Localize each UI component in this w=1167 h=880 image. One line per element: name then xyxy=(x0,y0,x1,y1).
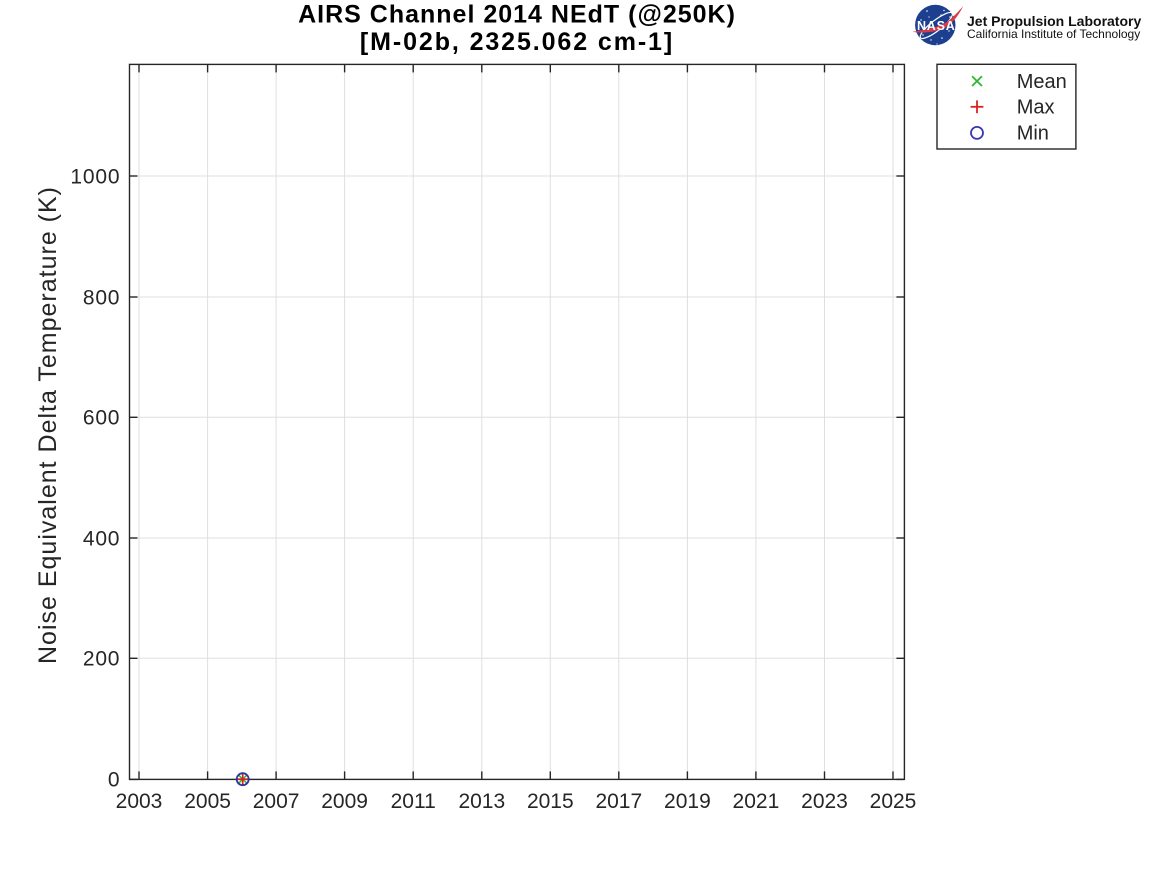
svg-text:800: 800 xyxy=(83,286,120,309)
svg-text:600: 600 xyxy=(83,407,120,430)
svg-text:[M-02b, 2325.062 cm-1]: [M-02b, 2325.062 cm-1] xyxy=(360,28,674,56)
svg-text:2017: 2017 xyxy=(595,790,642,813)
svg-text:2011: 2011 xyxy=(391,790,436,813)
svg-text:Max: Max xyxy=(1017,97,1055,119)
svg-text:2009: 2009 xyxy=(321,790,368,813)
svg-text:AIRS Channel 2014 NEdT (@250K): AIRS Channel 2014 NEdT (@250K) xyxy=(298,1,736,29)
svg-text:2003: 2003 xyxy=(116,790,163,813)
svg-text:2005: 2005 xyxy=(184,790,231,813)
svg-text:Min: Min xyxy=(1017,122,1049,144)
svg-text:Jet Propulsion Laboratory: Jet Propulsion Laboratory xyxy=(967,13,1141,29)
svg-text:200: 200 xyxy=(83,648,120,671)
svg-text:2013: 2013 xyxy=(458,790,505,813)
svg-text:2025: 2025 xyxy=(870,790,917,813)
svg-text:2015: 2015 xyxy=(527,790,574,813)
svg-text:2019: 2019 xyxy=(664,790,711,813)
svg-text:1000: 1000 xyxy=(70,165,120,188)
svg-text:0: 0 xyxy=(108,769,120,792)
svg-text:NASA: NASA xyxy=(917,19,956,33)
svg-text:2023: 2023 xyxy=(801,790,848,813)
svg-text:2007: 2007 xyxy=(253,790,300,813)
svg-text:Mean: Mean xyxy=(1017,71,1067,93)
svg-text:Noise Equivalent Delta Tempera: Noise Equivalent Delta Temperature (K) xyxy=(34,186,62,664)
svg-text:400: 400 xyxy=(83,527,120,550)
svg-text:2021: 2021 xyxy=(733,790,780,813)
svg-text:California Institute of Techno: California Institute of Technology xyxy=(967,27,1140,41)
